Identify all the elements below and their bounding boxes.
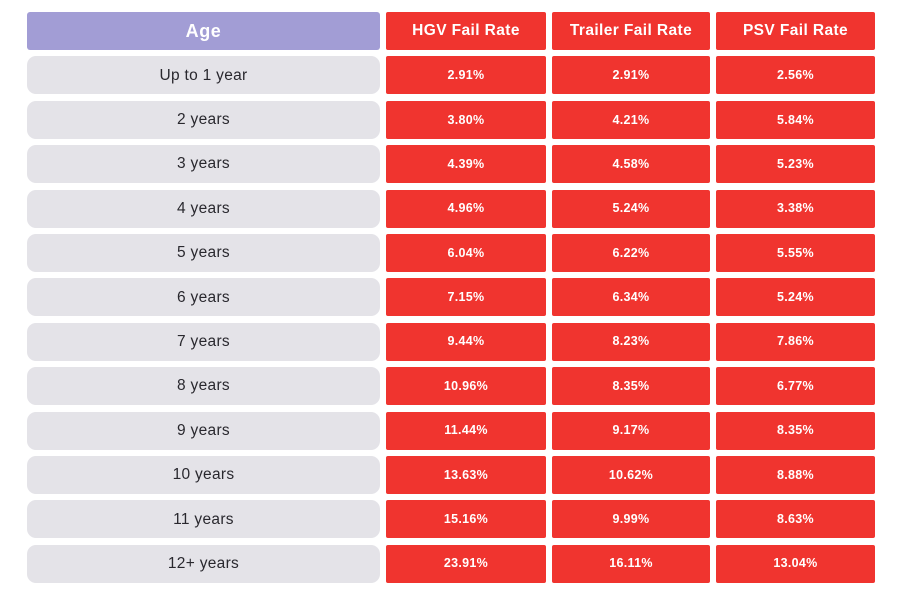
hgv-fail-cell: 15.16% [386, 500, 546, 539]
psv-fail-cell: 5.24% [716, 278, 875, 317]
age-cell: 3 years [27, 145, 380, 184]
hgv-fail-cell: 2.91% [386, 56, 546, 95]
hgv-fail-cell: 3.80% [386, 100, 546, 139]
trailer-fail-cell: 4.58% [552, 145, 710, 184]
age-cell: 7 years [27, 322, 380, 361]
trailer-fail-cell: 6.22% [552, 233, 710, 272]
age-cell: Up to 1 year [27, 56, 380, 95]
age-cell: 11 years [27, 500, 380, 539]
psv-fail-cell: 5.55% [716, 233, 875, 272]
trailer-fail-cell: 9.99% [552, 500, 710, 539]
hgv-fail-cell: 4.96% [386, 189, 546, 228]
hgv-fail-cell: 7.15% [386, 278, 546, 317]
age-cell: 4 years [27, 189, 380, 228]
age-cell: 9 years [27, 411, 380, 450]
trailer-fail-cell: 9.17% [552, 411, 710, 450]
hgv-fail-cell: 10.96% [386, 367, 546, 406]
hgv-fail-cell: 23.91% [386, 544, 546, 583]
psv-fail-cell: 8.88% [716, 455, 875, 494]
fail-rate-table: Age HGV Fail Rate Trailer Fail Rate PSV … [27, 12, 875, 588]
psv-fail-cell: 6.77% [716, 367, 875, 406]
trailer-fail-cell: 10.62% [552, 455, 710, 494]
trailer-fail-cell: 8.35% [552, 367, 710, 406]
age-cell: 10 years [27, 455, 380, 494]
age-cell: 12+ years [27, 544, 380, 583]
psv-fail-cell: 8.35% [716, 411, 875, 450]
hgv-fail-cell: 11.44% [386, 411, 546, 450]
column-header-trailer: Trailer Fail Rate [552, 12, 710, 50]
trailer-fail-cell: 16.11% [552, 544, 710, 583]
age-cell: 2 years [27, 100, 380, 139]
column-header-hgv: HGV Fail Rate [386, 12, 546, 50]
age-cell: 8 years [27, 367, 380, 406]
psv-fail-cell: 5.84% [716, 100, 875, 139]
column-header-psv: PSV Fail Rate [716, 12, 875, 50]
hgv-fail-cell: 13.63% [386, 455, 546, 494]
hgv-fail-cell: 9.44% [386, 322, 546, 361]
psv-fail-cell: 2.56% [716, 56, 875, 95]
psv-fail-cell: 7.86% [716, 322, 875, 361]
column-header-age: Age [27, 12, 380, 50]
psv-fail-cell: 3.38% [716, 189, 875, 228]
trailer-fail-cell: 6.34% [552, 278, 710, 317]
psv-fail-cell: 5.23% [716, 145, 875, 184]
trailer-fail-cell: 8.23% [552, 322, 710, 361]
trailer-fail-cell: 2.91% [552, 56, 710, 95]
trailer-fail-cell: 5.24% [552, 189, 710, 228]
trailer-fail-cell: 4.21% [552, 100, 710, 139]
hgv-fail-cell: 6.04% [386, 233, 546, 272]
psv-fail-cell: 13.04% [716, 544, 875, 583]
age-cell: 6 years [27, 278, 380, 317]
hgv-fail-cell: 4.39% [386, 145, 546, 184]
age-cell: 5 years [27, 233, 380, 272]
psv-fail-cell: 8.63% [716, 500, 875, 539]
